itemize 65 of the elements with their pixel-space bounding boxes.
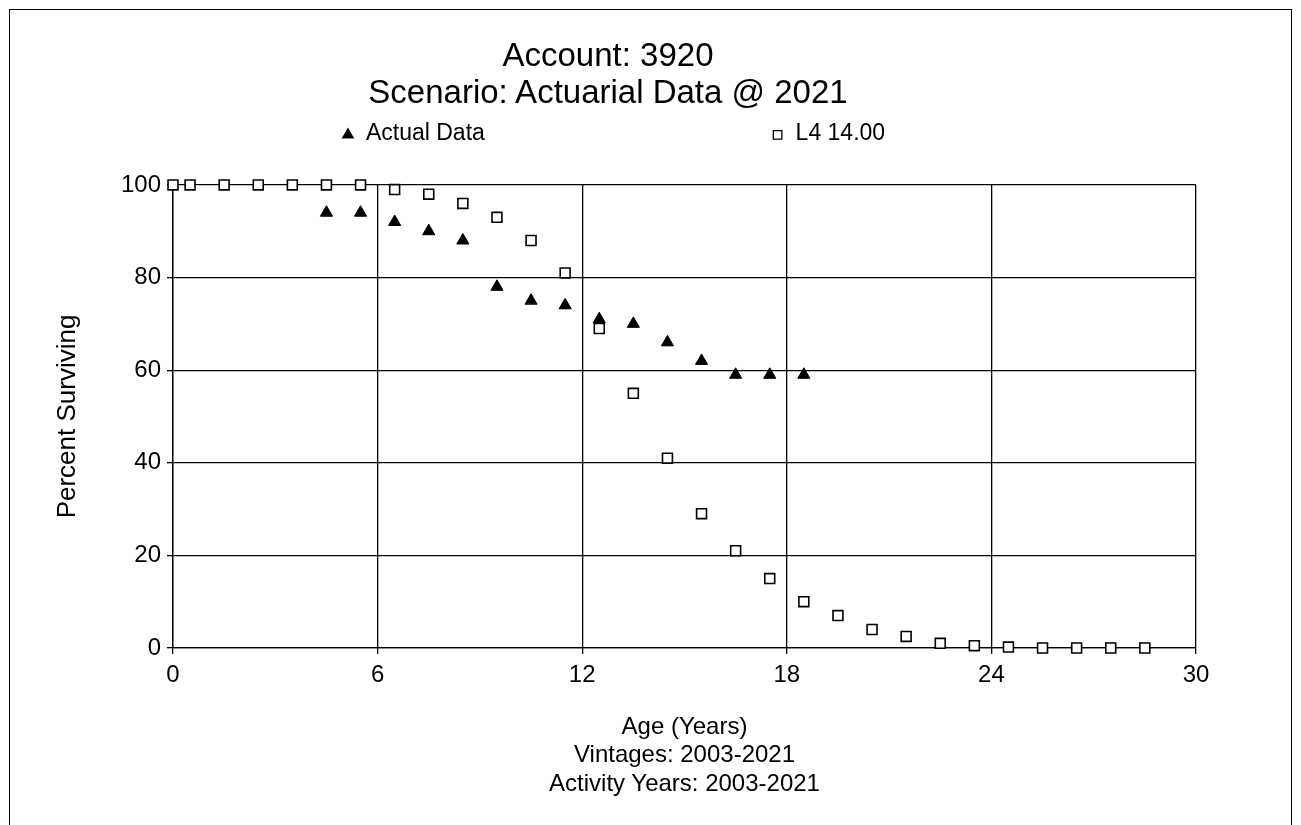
point — [763, 367, 777, 379]
point — [319, 205, 334, 217]
point — [388, 214, 402, 226]
point — [218, 179, 230, 191]
point — [1036, 642, 1049, 654]
y-tick-label: 60 — [134, 354, 161, 382]
point — [593, 322, 605, 335]
x-tick-label: 30 — [1182, 660, 1210, 688]
chart-title: Account: 3920 — [502, 35, 714, 73]
point — [626, 316, 640, 328]
point — [729, 367, 743, 379]
point — [422, 223, 436, 236]
point — [694, 353, 709, 365]
text: Vintages: 2003-2021 — [573, 740, 796, 768]
point — [320, 179, 333, 191]
y-tick-label: 40 — [134, 447, 161, 475]
point — [729, 545, 742, 557]
point — [627, 387, 640, 400]
point — [167, 179, 179, 191]
point — [491, 211, 503, 224]
point — [524, 293, 538, 305]
point — [1139, 642, 1151, 654]
point — [457, 197, 469, 210]
point — [456, 232, 470, 245]
point — [1070, 642, 1083, 654]
y-tick-label: 0 — [147, 632, 161, 660]
point — [934, 637, 946, 650]
point — [252, 179, 264, 191]
point — [184, 179, 196, 191]
point — [490, 279, 504, 291]
text: Activity Years: 2003-2021 — [549, 769, 820, 797]
point — [354, 179, 367, 191]
x-tick-label: 6 — [370, 660, 385, 688]
point — [1002, 641, 1015, 653]
point — [525, 234, 537, 247]
y-tick-label: 80 — [134, 262, 161, 290]
point — [660, 334, 675, 347]
legend-label: Actual Data — [365, 119, 486, 146]
x-tick-label: 12 — [568, 660, 596, 688]
point — [353, 205, 368, 217]
x-tick-label: 24 — [978, 660, 1005, 688]
legend-label: L4 14.00 — [795, 119, 886, 146]
point — [798, 595, 810, 608]
chart-subtitle: Scenario: Actuarial Data @ 2021 — [368, 72, 848, 110]
point — [559, 267, 571, 279]
x-tick-label: 0 — [166, 660, 180, 688]
point — [764, 572, 776, 585]
point — [1105, 642, 1117, 654]
point — [968, 639, 981, 652]
x-tick-label: 18 — [773, 660, 801, 688]
point — [695, 507, 708, 520]
x-axis-title: Age (Years) — [621, 711, 748, 739]
point — [592, 311, 606, 324]
point — [832, 609, 844, 622]
point — [866, 623, 878, 636]
point — [797, 367, 811, 379]
y-tick-label: 20 — [134, 540, 161, 568]
y-tick-label: 100 — [120, 169, 161, 197]
point — [900, 630, 912, 643]
point — [388, 183, 401, 196]
point — [423, 188, 435, 200]
point — [286, 179, 299, 191]
point — [558, 297, 572, 310]
y-axis-title: Percent Surviving — [50, 314, 81, 519]
point — [661, 452, 674, 464]
